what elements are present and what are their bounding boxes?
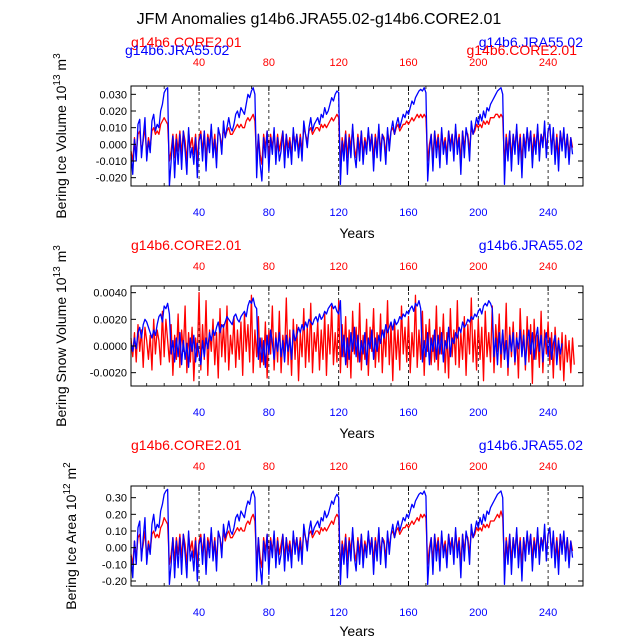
ice-volume-legend-jra-left: g14b6.JRA55.02 (125, 42, 230, 58)
ice-area-xtick-label-bottom: 200 (469, 607, 487, 619)
ice-volume-xtick-label-top: 240 (539, 57, 557, 69)
ice-volume-ylabel: Bering Ice Volume 1013 m3 (52, 53, 69, 219)
ice-volume-ytick-label: -0.010 (96, 156, 127, 168)
ice-area-legend-jra: g14b6.JRA55.02 (479, 437, 584, 453)
snow-volume-ytick-label: 0.0000 (93, 341, 127, 353)
snow-volume-series-jra55 (130, 297, 563, 368)
snow-volume-legend-jra: g14b6.JRA55.02 (479, 237, 584, 253)
ice-volume-legend-core-right: g14b6.CORE2.01 (466, 42, 577, 58)
snow-volume-frame (130, 285, 584, 387)
snow-volume-xtick-label-top: 40 (193, 261, 205, 273)
ice-volume-ytick-label: 0.020 (99, 106, 127, 118)
ice-volume-ytick-label: 0.000 (99, 139, 127, 151)
ice-area-ytick-label: -0.20 (102, 576, 127, 588)
ice-area-frame (130, 485, 584, 587)
snow-volume-xtick-label-bottom: 40 (193, 407, 205, 419)
snow-volume-xtick-label-top: 120 (329, 261, 347, 273)
ice-volume-xtick-label-bottom: 240 (539, 207, 557, 219)
ice-volume-xtick-label-top: 120 (329, 57, 347, 69)
ice-volume-xtick-label-bottom: 200 (469, 207, 487, 219)
snow-volume-ytick-label: -0.0020 (90, 368, 127, 380)
snow-volume-xtick-label-top: 80 (263, 261, 275, 273)
snow-volume-xtick-label-top: 200 (469, 261, 487, 273)
ice-area-xtick-label-top: 120 (329, 461, 347, 473)
ice-area-ytick-label: -0.10 (102, 559, 127, 571)
snow-volume-xtick-label-bottom: 160 (399, 407, 417, 419)
snow-volume-xtick-label-bottom: 80 (263, 407, 275, 419)
ice-volume-series-jra55 (130, 87, 574, 187)
ice-area-ytick-label: 0.30 (106, 493, 127, 505)
snow-volume-ytick-label: 0.0040 (93, 288, 127, 300)
ice-volume-xtick-label-top: 160 (399, 57, 417, 69)
ice-area-xtick-label-bottom: 240 (539, 607, 557, 619)
ice-area-ytick-label: 0.00 (106, 543, 127, 555)
ice-volume-xtick-label-top: 40 (193, 57, 205, 69)
snow-volume-series-core2 (130, 292, 575, 384)
ice-area-legend-core: g14b6.CORE2.01 (131, 437, 242, 453)
ice-volume-xlabel: Years (339, 225, 374, 241)
snow-volume-xtick-label-top: 160 (399, 261, 417, 273)
ice-area-xtick-label-bottom: 160 (399, 607, 417, 619)
ice-area-xtick-label-top: 40 (193, 461, 205, 473)
ice-area-ylabel: Bering Ice Area 1012 m2 (62, 462, 79, 610)
snow-volume-xtick-label-bottom: 200 (469, 407, 487, 419)
ice-area-xlabel: Years (339, 623, 374, 638)
ice-area-xtick-label-top: 80 (263, 461, 275, 473)
ice-volume-xtick-label-top: 200 (469, 57, 487, 69)
ice-volume-xtick-label-bottom: 120 (329, 207, 347, 219)
ice-volume-legend-core-left: g14b6.CORE2.01 (131, 34, 242, 50)
ice-area-xtick-label-top: 200 (469, 461, 487, 473)
snow-volume-ylabel: Bering Snow Volume 1013 m3 (52, 245, 69, 427)
ice-volume-ytick-label: 0.030 (99, 89, 127, 101)
ice-volume-ytick-label: 0.010 (99, 123, 127, 135)
figure-title: JFM Anomalies g14b6.JRA55.02-g14b6.CORE2… (137, 11, 502, 28)
ice-volume-ytick-label: -0.020 (96, 173, 127, 185)
ice-area-ytick-label: 0.10 (106, 526, 127, 538)
ice-area-xtick-label-bottom: 120 (329, 607, 347, 619)
ice-area-xtick-label-bottom: 40 (193, 607, 205, 619)
ice-area-ytick-label: 0.20 (106, 509, 127, 521)
ice-area-series-jra55 (130, 488, 574, 585)
ice-area-xtick-label-top: 240 (539, 461, 557, 473)
snow-volume-ytick-label: 0.0020 (93, 314, 127, 326)
snow-volume-xtick-label-bottom: 120 (329, 407, 347, 419)
snow-volume-xlabel: Years (339, 425, 374, 441)
ice-volume-frame (130, 85, 584, 187)
ice-volume-xtick-label-bottom: 40 (193, 207, 205, 219)
snow-volume-legend-core: g14b6.CORE2.01 (131, 237, 242, 253)
ice-area-xtick-label-bottom: 80 (263, 607, 275, 619)
snow-volume-xtick-label-top: 240 (539, 261, 557, 273)
snow-volume-xtick-label-bottom: 240 (539, 407, 557, 419)
ice-volume-xtick-label-top: 80 (263, 57, 275, 69)
ice-volume-legend-jra-right: g14b6.JRA55.02 (479, 34, 584, 50)
ice-area-xtick-label-top: 160 (399, 461, 417, 473)
ice-volume-xtick-label-bottom: 160 (399, 207, 417, 219)
ice-volume-xtick-label-bottom: 80 (263, 207, 275, 219)
